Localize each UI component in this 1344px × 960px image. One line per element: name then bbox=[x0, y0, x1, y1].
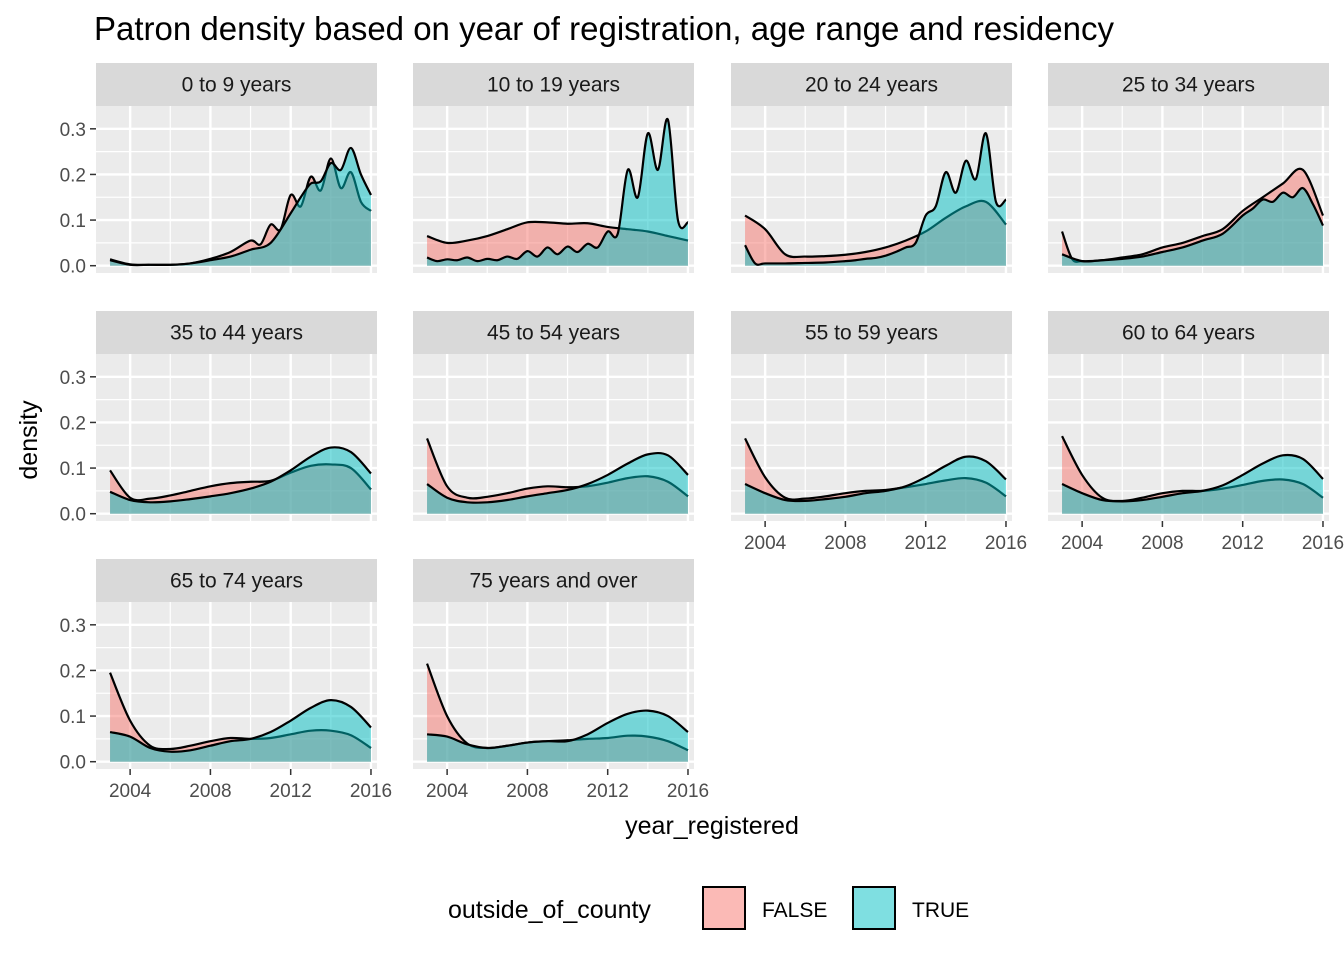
x-axis-title: year_registered bbox=[625, 812, 799, 840]
facet-strip bbox=[731, 63, 1012, 106]
y-tick-label: 0.0 bbox=[60, 753, 86, 774]
x-tick-label: 2008 bbox=[506, 781, 548, 802]
facet-strip bbox=[413, 311, 694, 354]
facet-panel: 0 to 9 years 0.0 0.1 0.2 0.3 bbox=[60, 63, 377, 278]
x-tick-label: 2016 bbox=[1302, 533, 1344, 554]
x-tick-label: 2016 bbox=[667, 781, 709, 802]
x-tick-label: 2008 bbox=[1141, 533, 1183, 554]
density-line-true bbox=[109, 446, 372, 504]
facet-strip bbox=[1048, 63, 1329, 106]
chart-title: Patron density based on year of registra… bbox=[94, 10, 1114, 47]
x-tick-label: 2004 bbox=[426, 781, 469, 802]
y-tick-label: 0.0 bbox=[60, 257, 86, 278]
facet-strip-label: 75 years and over bbox=[469, 570, 637, 593]
density-line-true bbox=[1061, 187, 1324, 263]
facet-strip-label: 25 to 34 years bbox=[1122, 74, 1255, 97]
y-axis-title: density bbox=[15, 400, 43, 480]
facet-strip-label: 35 to 44 years bbox=[170, 322, 303, 345]
x-tick-label: 2008 bbox=[189, 781, 231, 802]
facet-strip-label: 45 to 54 years bbox=[487, 322, 620, 345]
facet-strip bbox=[731, 311, 1012, 354]
facet-strip-label: 65 to 74 years bbox=[170, 570, 303, 593]
facet-panel: 35 to 44 years 0.0 0.1 0.2 0.3 bbox=[60, 311, 377, 526]
facet-panels: 0 to 9 years 0.0 0.1 0.2 0.3 10 to 19 years 20… bbox=[60, 63, 1344, 802]
density-line-true bbox=[744, 132, 1007, 266]
facet-strip bbox=[96, 63, 377, 106]
y-tick-label: 0.3 bbox=[60, 120, 86, 141]
density-line-true bbox=[109, 146, 372, 267]
facet-panel: 25 to 34 years bbox=[1048, 63, 1329, 273]
x-tick-label: 2008 bbox=[824, 533, 866, 554]
density-area-true bbox=[1062, 454, 1323, 514]
density-area-true bbox=[427, 453, 688, 514]
x-tick-label: 2012 bbox=[905, 533, 947, 554]
y-tick-label: 0.1 bbox=[60, 211, 86, 232]
y-tick-label: 0.2 bbox=[60, 661, 86, 682]
facet-strip bbox=[96, 311, 377, 354]
density-area-true bbox=[110, 700, 371, 762]
density-area-true bbox=[745, 133, 1006, 266]
x-tick-label: 2012 bbox=[270, 781, 312, 802]
facet-strip-label: 60 to 64 years bbox=[1122, 322, 1255, 345]
facet-panel: 10 to 19 years bbox=[413, 63, 694, 273]
y-tick-label: 0.3 bbox=[60, 616, 86, 637]
y-tick-label: 0.2 bbox=[60, 413, 86, 434]
facet-panel: 60 to 64 years 2004 2008 2012 2016 bbox=[1048, 311, 1344, 554]
legend-swatch-true bbox=[852, 886, 896, 930]
density-line-true bbox=[109, 698, 372, 753]
x-tick-label: 2016 bbox=[350, 781, 392, 802]
density-area-true bbox=[427, 118, 688, 266]
x-tick-label: 2016 bbox=[985, 533, 1027, 554]
x-tick-label: 2012 bbox=[587, 781, 629, 802]
facet-strip-label: 10 to 19 years bbox=[487, 74, 620, 97]
density-line-true bbox=[426, 118, 690, 263]
facet-strip bbox=[96, 559, 377, 602]
density-line-true bbox=[1061, 453, 1324, 503]
facet-panel: 45 to 54 years bbox=[413, 311, 694, 521]
density-area-true bbox=[745, 456, 1006, 514]
facet-panel: 65 to 74 years 0.0 0.1 0.2 0.3 2004 2008 2012 20… bbox=[60, 559, 392, 802]
facet-panel: 75 years and over 2004 2008 2012 2016 bbox=[413, 559, 709, 802]
y-tick-label: 0.2 bbox=[60, 165, 86, 186]
density-line-true bbox=[426, 709, 689, 750]
density-area-true bbox=[110, 447, 371, 514]
legend-swatch-false bbox=[702, 886, 746, 930]
facet-strip bbox=[413, 63, 694, 106]
x-tick-label: 2012 bbox=[1222, 533, 1264, 554]
y-tick-label: 0.1 bbox=[60, 707, 86, 728]
legend-label-true: TRUE bbox=[912, 899, 969, 922]
legend-title: outside_of_county bbox=[448, 896, 651, 924]
x-tick-label: 2004 bbox=[744, 533, 787, 554]
facet-strip-label: 0 to 9 years bbox=[182, 74, 292, 97]
density-area-true bbox=[110, 147, 371, 266]
facet-strip bbox=[1048, 311, 1329, 354]
x-tick-label: 2004 bbox=[109, 781, 152, 802]
facet-panel: 55 to 59 years 2004 2008 2012 2016 bbox=[731, 311, 1027, 554]
density-area-true bbox=[1062, 188, 1323, 266]
facet-strip-label: 20 to 24 years bbox=[805, 74, 938, 97]
legend-label-false: FALSE bbox=[762, 899, 827, 922]
legend: outside_of_county FALSE TRUE bbox=[448, 886, 969, 930]
facet-strip-label: 55 to 59 years bbox=[805, 322, 938, 345]
y-tick-label: 0.3 bbox=[60, 368, 86, 389]
facet-strip bbox=[413, 559, 694, 602]
density-line-true bbox=[744, 455, 1007, 503]
y-tick-label: 0.0 bbox=[60, 505, 86, 526]
density-line-true bbox=[426, 451, 689, 504]
y-tick-label: 0.1 bbox=[60, 459, 86, 480]
x-tick-label: 2004 bbox=[1061, 533, 1104, 554]
facet-panel: 20 to 24 years bbox=[731, 63, 1012, 273]
